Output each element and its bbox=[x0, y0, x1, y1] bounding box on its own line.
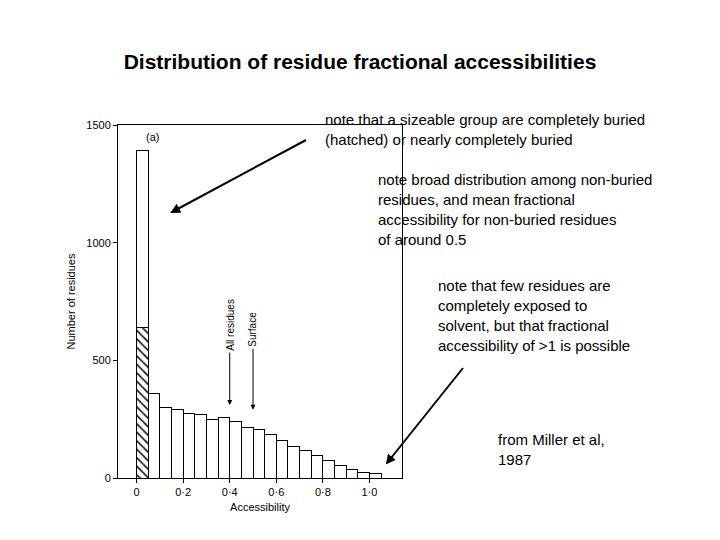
html-text:solvent, but that fractional: solvent, but that fractional bbox=[438, 317, 609, 334]
svg-text:0·4: 0·4 bbox=[222, 486, 238, 498]
html-text:Distribution of residue fracti: Distribution of residue fractional acces… bbox=[123, 50, 597, 73]
html-text:note broad distribution among: note broad distribution among non-buried bbox=[378, 171, 653, 188]
svg-text:0·2: 0·2 bbox=[175, 486, 191, 498]
svg-text:0·8: 0·8 bbox=[315, 486, 331, 498]
svg-text:0: 0 bbox=[134, 486, 140, 498]
html-text:note that a sizeable group are: note that a sizeable group are completel… bbox=[325, 111, 646, 128]
html-text:of around 0.5: of around 0.5 bbox=[378, 231, 467, 248]
svg-text:1000: 1000 bbox=[86, 237, 110, 249]
svg-text:(a): (a) bbox=[146, 131, 159, 143]
svg-text:0: 0 bbox=[105, 472, 111, 484]
svg-text:0·6: 0·6 bbox=[268, 486, 284, 498]
html-text:1987: 1987 bbox=[498, 451, 532, 468]
svg-text:Number of residues: Number of residues bbox=[65, 253, 77, 349]
svg-text:Surface: Surface bbox=[247, 312, 258, 347]
html-text:accessibility of >1 is possibl: accessibility of >1 is possible bbox=[438, 337, 631, 354]
svg-text:1500: 1500 bbox=[86, 119, 110, 131]
html-text:from Miller et al,: from Miller et al, bbox=[498, 431, 605, 448]
svg-text:1·0: 1·0 bbox=[361, 486, 377, 498]
html-text:note that few residues are: note that few residues are bbox=[438, 277, 611, 294]
html-text:residues, and mean fractional: residues, and mean fractional bbox=[378, 191, 575, 208]
svg-text:All residues: All residues bbox=[225, 299, 236, 351]
html-text:accessibility for non-buried r: accessibility for non-buried residues bbox=[378, 211, 617, 228]
html-text:completely exposed to: completely exposed to bbox=[438, 297, 588, 314]
html-text:(hatched) or nearly completely: (hatched) or nearly completely buried bbox=[325, 131, 573, 148]
svg-text:500: 500 bbox=[92, 354, 110, 366]
svg-text:Accessibility: Accessibility bbox=[230, 501, 290, 513]
